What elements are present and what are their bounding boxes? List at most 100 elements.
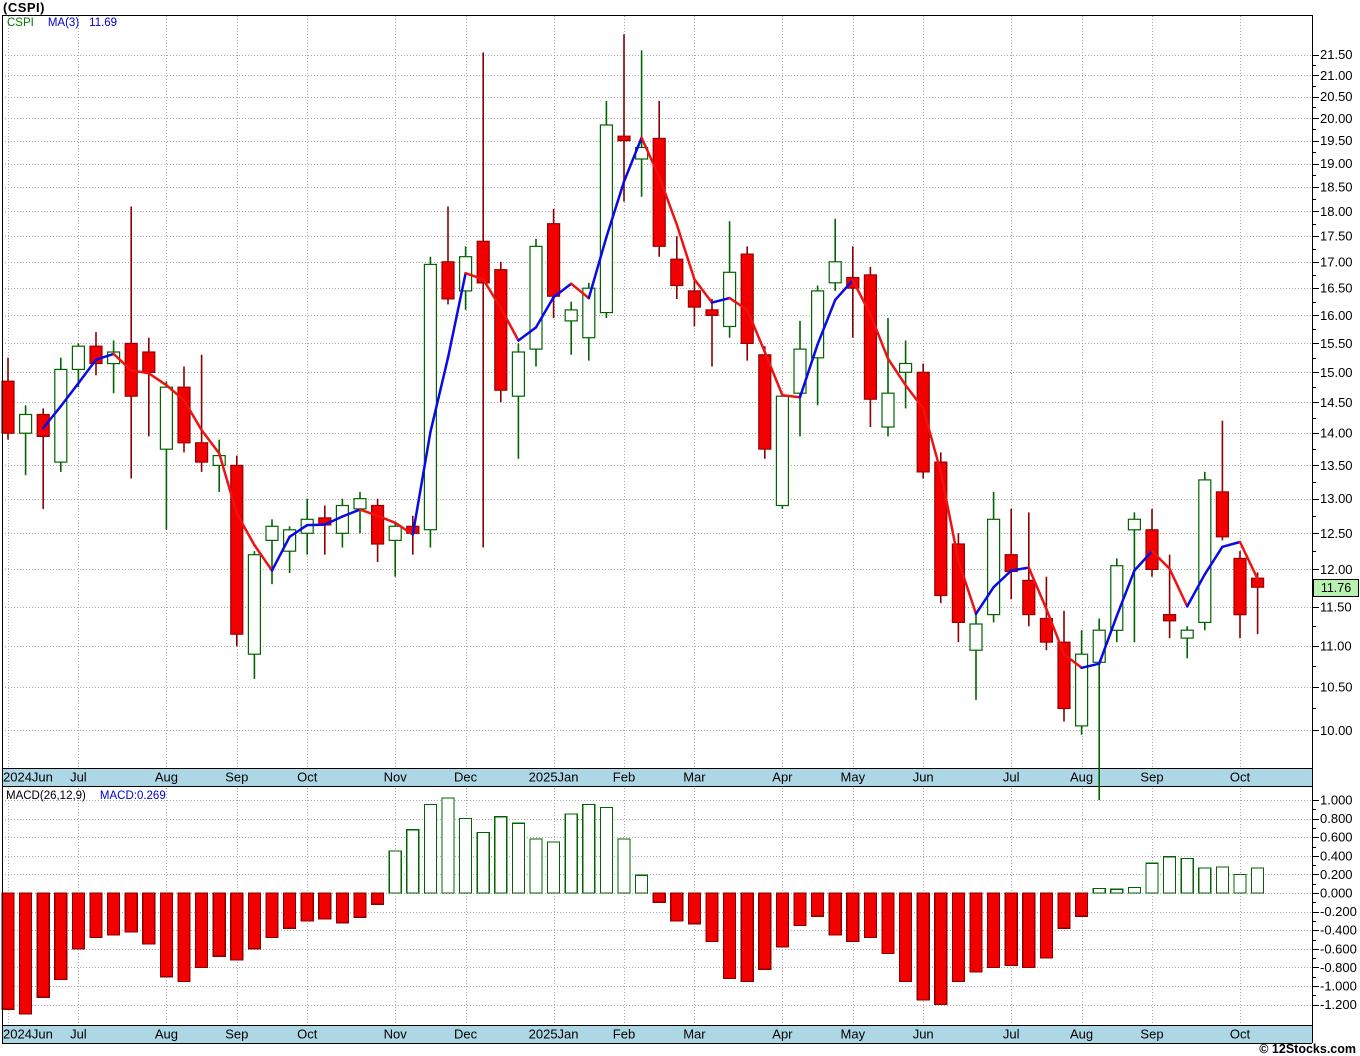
macd-bar [19, 892, 33, 1015]
candle-body [476, 240, 490, 284]
ma-value: 11.69 [89, 17, 118, 29]
candle-body [1057, 641, 1071, 710]
candle-body [599, 124, 614, 314]
ma-segment [323, 515, 344, 526]
ma-segment [94, 352, 115, 361]
candle-body [159, 386, 173, 450]
macd-bar [511, 822, 526, 894]
ma-segment [1080, 662, 1101, 670]
candle-body [828, 261, 842, 284]
macd-bar [318, 892, 332, 920]
axis-label: Sep [1140, 770, 1163, 785]
candle-body [652, 137, 666, 247]
ma-segment [112, 352, 133, 372]
macd-bar [476, 831, 490, 894]
ma-segment [517, 326, 538, 342]
ma-segment [921, 407, 943, 474]
macd-bar [1022, 892, 1036, 969]
candle-body [247, 554, 261, 655]
ma-segment [411, 430, 432, 536]
macd-bar [828, 892, 842, 936]
axis-label: Apr [772, 770, 793, 785]
ma-segment [710, 296, 731, 304]
macd-bar [177, 892, 191, 983]
axis-label: 10.50 [1320, 680, 1353, 695]
ma-segment [745, 308, 767, 354]
axis-label: -1.200 [1320, 997, 1357, 1012]
macd-bar [582, 803, 596, 894]
axis-label: 17.50 [1320, 229, 1353, 244]
macd-bar [722, 892, 737, 980]
macd-bar [441, 797, 455, 894]
macd-bar [1233, 873, 1247, 894]
axis-label: Aug [1070, 770, 1093, 785]
axis-label: Feb [613, 1027, 635, 1042]
ma-segment [1027, 566, 1048, 611]
ma-line [41, 136, 1259, 670]
candle-body [177, 386, 191, 444]
axis-label: 18.00 [1320, 204, 1353, 219]
macd-bar [652, 892, 666, 903]
macd-bar [159, 892, 173, 978]
ma-segment [358, 508, 379, 518]
ma-segment [59, 381, 80, 408]
ma-segment [657, 175, 679, 226]
macd-bar [371, 892, 385, 905]
axis-label: Jun [913, 770, 934, 785]
ma-segment [569, 282, 591, 300]
axis-label: Mar [683, 1027, 706, 1042]
macd-bar [529, 838, 543, 894]
month-labels: 2024Jun Jul Aug Sep Oct Nov Dec 2025Jan Feb Mar Ap… [3, 770, 1250, 1042]
candle-body [265, 525, 279, 541]
axis-label: 11.50 [1320, 599, 1352, 614]
macd-bar [124, 892, 138, 933]
macd-bar [1074, 892, 1089, 917]
macd-bar [687, 892, 702, 925]
axis-label: Jul [1003, 1027, 1020, 1042]
ma-segment [270, 535, 291, 572]
axis-label: May [841, 1027, 866, 1042]
macd-bar [705, 892, 719, 943]
ma-segment [481, 278, 503, 310]
axis-label: 20.00 [1320, 111, 1353, 126]
macd-bar [230, 892, 244, 961]
axis-label: Oct [1230, 1027, 1251, 1042]
date-band-bottom [2, 1025, 1312, 1043]
macd-bar [142, 892, 156, 945]
candle-body [1110, 565, 1124, 631]
macd-bar [1180, 857, 1194, 894]
axis-label: Aug [1070, 1027, 1093, 1042]
macd-bar [1250, 867, 1265, 894]
ma-segment [605, 180, 626, 239]
axis-label: Oct [1230, 770, 1251, 785]
candle-body [1074, 653, 1089, 727]
macd-bar [951, 892, 966, 983]
ma-segment [77, 358, 98, 385]
axis-label: Jul [70, 1027, 87, 1042]
candle-body [1162, 613, 1177, 622]
macd-bar [634, 874, 649, 894]
macd-bar [300, 892, 314, 922]
axis-label: 0.000 [1320, 886, 1353, 901]
macd-bar [1215, 866, 1230, 894]
macd-value-label: MACD:0.269 [99, 790, 166, 802]
ma-segment [1238, 540, 1259, 581]
macd-bar [494, 816, 508, 894]
ma-segment [129, 369, 151, 375]
candle-body [1215, 491, 1230, 538]
ma-segment [552, 282, 573, 299]
ma-segment [763, 350, 784, 397]
macd-bar [71, 892, 86, 950]
last-price-badge: 11.76 [1313, 579, 1359, 598]
ma-segment [235, 512, 256, 547]
axis-label: 21.00 [1320, 68, 1353, 83]
macd-bar [283, 892, 297, 929]
macd-bar [1162, 856, 1177, 894]
ma-segment [974, 585, 995, 616]
ma-segment [165, 383, 186, 402]
macd-bar [740, 892, 754, 983]
candle-body [1233, 557, 1247, 616]
axis-label: 2024Jun [3, 1027, 53, 1042]
candle-body [863, 274, 878, 400]
ma-segment [1062, 652, 1083, 670]
